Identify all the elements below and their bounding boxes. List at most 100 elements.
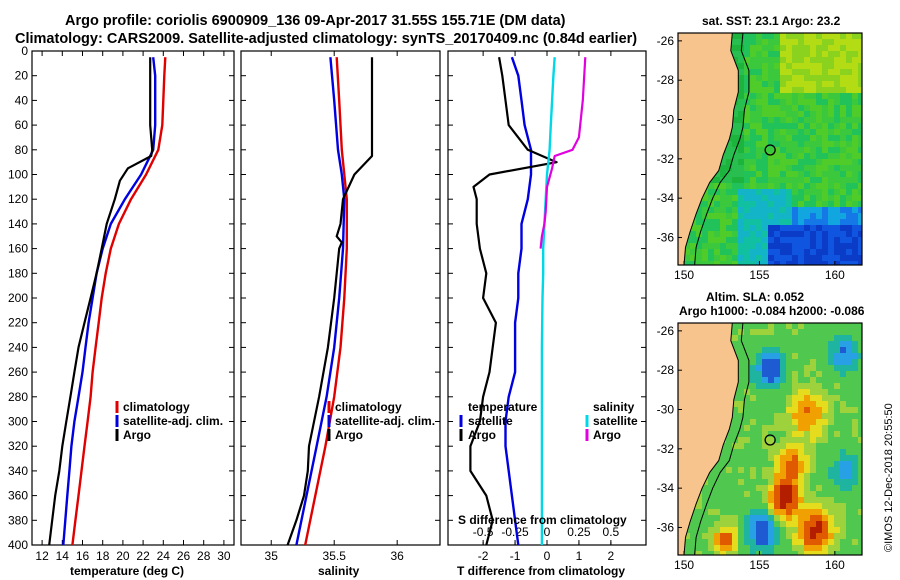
map-cell [738,455,744,461]
map-cell [834,129,840,135]
x-tick-label: 28 [197,549,211,563]
map-cell [708,219,714,225]
x-tick-label: 16 [76,549,90,563]
y-tick-label: 220 [8,316,28,330]
map-cell [756,219,762,225]
map-cell [846,75,852,81]
legend-climatology: climatology [335,400,402,414]
difference-top-xlabel: S difference from climatology [458,513,627,527]
map-cell [726,497,732,503]
map-cell [858,425,862,431]
series-line-s-satellite [540,57,556,545]
map-cell [726,443,732,449]
map-cell [738,237,744,243]
map-cell [780,63,786,69]
map-cell [786,371,792,377]
map-cell [756,413,762,419]
map-cell [750,243,756,249]
map-cell [738,201,744,207]
map-cell [858,491,862,497]
map-cell [780,395,786,401]
map-cell [822,141,828,147]
map-cell [762,329,768,335]
map-cell [804,261,810,265]
map-cell [798,189,804,195]
map-cell [822,539,828,545]
map-cell [804,473,810,479]
map-cell [792,39,798,45]
map-cell [744,129,750,135]
map-cell [822,371,828,377]
map-cell [786,243,792,249]
map-cell [822,57,828,63]
map-cell [846,57,852,63]
map-cell [804,347,810,353]
map-cell [726,521,732,527]
map-cell [810,551,816,555]
map-cell [798,371,804,377]
map-cell [792,81,798,87]
map-cell [720,515,726,521]
map-cell [762,81,768,87]
map-cell [744,497,750,503]
map-cell [828,195,834,201]
lat-tick-label: -26 [657,34,675,48]
map-cell [726,141,732,147]
map-cell [702,207,708,213]
map-cell [768,123,774,129]
map-cell [822,159,828,165]
map-cell [714,243,720,249]
map-cell [762,69,768,75]
map-cell [810,329,816,335]
lat-tick-label: -30 [657,403,675,417]
map-cell [786,81,792,87]
map-cell [780,147,786,153]
map-cell [750,105,756,111]
map-cell [822,171,828,177]
map-cell [852,147,858,153]
map-cell [822,491,828,497]
map-cell [762,33,768,39]
map-cell [834,51,840,57]
map-cell [816,485,822,491]
map-cell [852,509,858,515]
map-cell [786,389,792,395]
map-cell [780,165,786,171]
map-cell [846,449,852,455]
map-cell [744,93,750,99]
map-cell [768,75,774,81]
map-cell [810,195,816,201]
legend-satellite-adj: satellite-adj. clim. [335,414,435,428]
map-cell [762,413,768,419]
map-cell [858,323,862,329]
map-cell [768,39,774,45]
map-cell [822,213,828,219]
map-cell [840,237,846,243]
map-cell [768,147,774,153]
map-cell [732,141,738,147]
map-cell [774,329,780,335]
map-cell [798,93,804,99]
map-cell [768,323,774,329]
map-cell [732,347,738,353]
map-cell [714,521,720,527]
y-tick-label: 340 [8,464,28,478]
map-cell [726,207,732,213]
map-cell [774,39,780,45]
map-cell [774,201,780,207]
map-cell [852,365,858,371]
map-cell [774,99,780,105]
map-cell [780,449,786,455]
map-cell [792,443,798,449]
map-cell [852,69,858,75]
map-cell [714,515,720,521]
map-cell [756,243,762,249]
y-tick-label: 140 [8,217,28,231]
map-cell [840,171,846,177]
map-cell [858,105,862,111]
map-cell [822,237,828,243]
map-cell [750,195,756,201]
map-cell [786,485,792,491]
map-cell [744,365,750,371]
map-cell [774,407,780,413]
